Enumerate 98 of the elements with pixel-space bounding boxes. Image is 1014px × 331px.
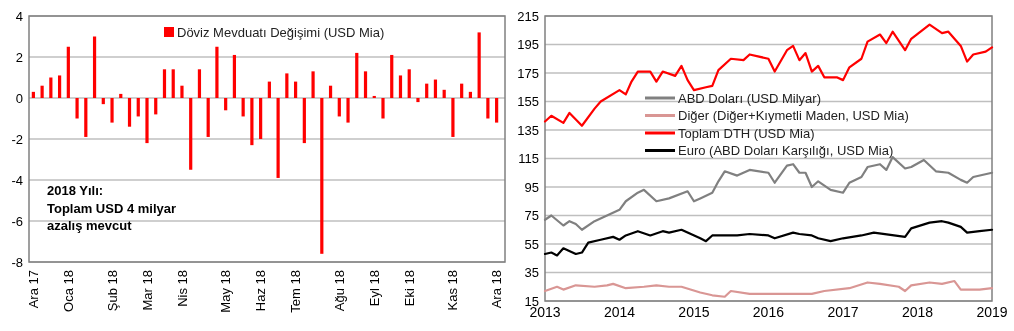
bar: [398, 75, 403, 98]
bar: [285, 73, 289, 98]
bar: [355, 52, 359, 98]
y-tick-label: -4: [11, 172, 23, 188]
bar: [127, 98, 132, 127]
bar: [180, 85, 184, 98]
bar: [337, 98, 341, 117]
bar: [363, 71, 368, 98]
bar: [136, 98, 140, 117]
bar: [311, 71, 315, 98]
bar: [75, 98, 79, 119]
x-tick-label: Tem 18: [288, 270, 304, 313]
bar: [197, 69, 202, 98]
y-tick-label: -8: [11, 254, 23, 270]
bar: [460, 83, 464, 98]
bar: [250, 98, 254, 146]
bar: [451, 98, 455, 137]
x-tick-label: Eyl 18: [366, 270, 382, 307]
y-tick-label: 0: [15, 90, 23, 106]
bar: [433, 79, 438, 98]
bar: [110, 98, 114, 123]
bar: [486, 98, 490, 119]
bar: [390, 54, 394, 98]
bar: [346, 98, 350, 123]
x-tick-label: Mar 18: [139, 270, 155, 311]
line-series: [543, 279, 994, 298]
y-tick-label: 195: [517, 37, 539, 53]
bar: [154, 98, 158, 115]
x-tick-label: 2019: [976, 304, 1008, 320]
bar: [232, 54, 237, 98]
bar: [468, 91, 473, 98]
x-tick-label: 2017: [827, 304, 859, 320]
bar: [145, 98, 149, 144]
x-tick-label: Oca 18: [60, 270, 76, 312]
bar: [84, 98, 88, 137]
bar: [119, 93, 123, 98]
bar: [416, 98, 420, 103]
x-tick-label: Kas 18: [445, 270, 461, 311]
bar: [49, 77, 53, 98]
bar: [293, 81, 298, 98]
x-tick-label: 2016: [752, 304, 785, 320]
bar: [215, 46, 219, 98]
y-tick-label: -2: [11, 131, 23, 147]
bar: [320, 98, 324, 254]
bar: [171, 69, 175, 98]
bar: [162, 69, 167, 98]
y-tick-label: 55: [524, 236, 539, 252]
bar: [267, 81, 271, 98]
legend-label: Toplam DTH (USD Mia): [678, 125, 815, 141]
legend-label: Diğer (Diğer+Kıymetli Maden, USD Mia): [678, 108, 909, 124]
legend-label: Döviz Mevduatı Değişimi (USD Mia): [177, 24, 385, 40]
bar: [206, 98, 210, 137]
legend-label: ABD Doları (USD Milyar): [678, 90, 822, 106]
x-tick-label: Nis 18: [174, 270, 190, 307]
x-tick-label: Ara 17: [25, 270, 41, 309]
y-tick-label: 215: [517, 8, 539, 24]
y-tick-label: 135: [517, 122, 539, 138]
bar: [302, 98, 306, 144]
y-tick-label: 75: [524, 208, 539, 224]
bar: [40, 85, 44, 98]
y-tick-label: 115: [518, 151, 539, 167]
bar: [425, 83, 429, 98]
bar: [241, 98, 245, 117]
line-series: [543, 23, 994, 127]
x-tick-label: Haz 18: [253, 270, 269, 312]
x-tick-label: 2015: [678, 304, 710, 320]
bar: [101, 98, 105, 105]
bar: [477, 32, 481, 98]
x-tick-label: 2014: [603, 304, 636, 320]
y-tick-label: 35: [524, 265, 539, 281]
y-tick-label: 2: [15, 49, 23, 65]
bar: [442, 89, 446, 98]
bar: [57, 75, 62, 98]
bar: [189, 98, 193, 170]
bar: [276, 98, 280, 178]
bar: [495, 98, 499, 123]
x-tick-label: Şub 18: [104, 270, 120, 312]
x-tick-label: Ara 18: [489, 270, 505, 309]
x-tick-label: Eki 18: [401, 270, 417, 307]
y-tick-label: 155: [517, 94, 539, 110]
x-tick-label: May 18: [218, 270, 234, 313]
y-tick-label: -6: [11, 213, 23, 229]
bar: [31, 91, 35, 98]
x-tick-label: 2018: [901, 304, 934, 320]
bar: [224, 98, 228, 111]
annotation: 2018 Yılı: Toplam USD 4 milyar azalış mevcut: [47, 183, 177, 233]
bar: [66, 46, 70, 98]
bar: [407, 69, 411, 98]
x-tick-label: Ağu 18: [331, 270, 347, 312]
line-series: [543, 220, 994, 257]
bar: [381, 98, 385, 119]
bar: [328, 85, 333, 98]
bar: [92, 36, 97, 98]
y-tick-label: 175: [517, 65, 539, 81]
bar: [259, 98, 263, 139]
y-tick-label: 4: [15, 8, 23, 24]
legend-label: Euro (ABD Doları Karşılığı, USD Mia): [678, 143, 894, 159]
y-tick-label: 95: [524, 179, 539, 195]
